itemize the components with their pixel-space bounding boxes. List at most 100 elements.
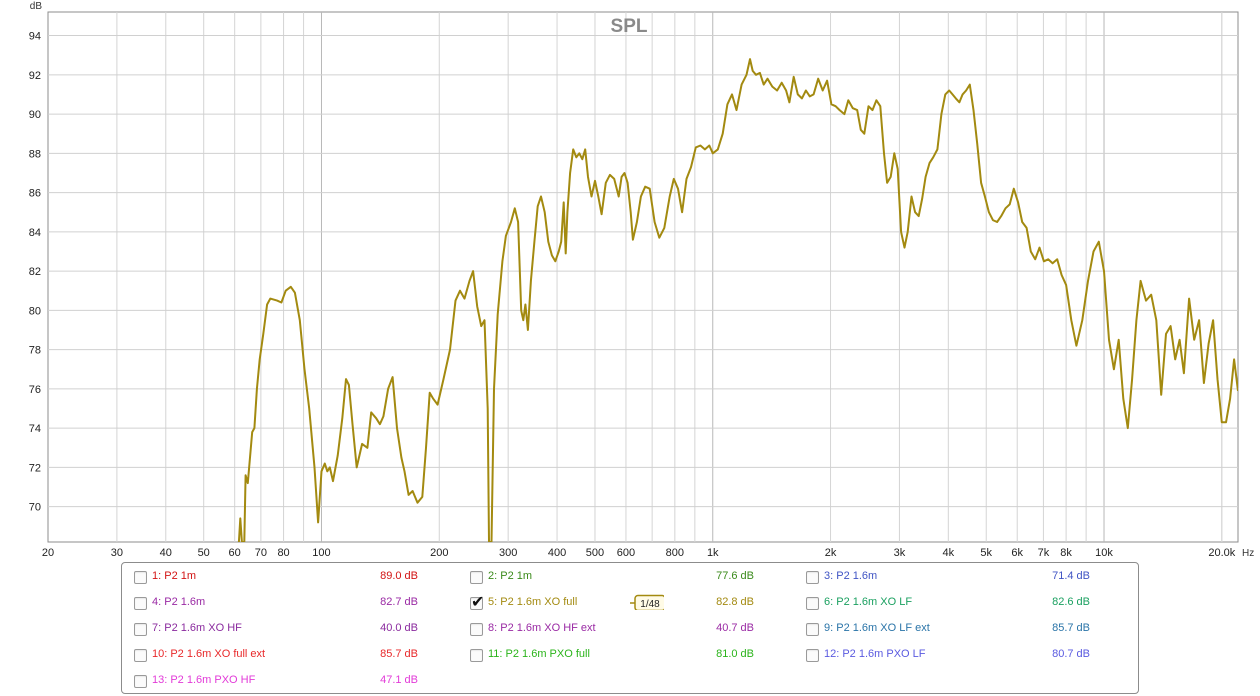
trace-level-value: 89.0 dB <box>380 570 418 582</box>
trace-level-value: 40.7 dB <box>716 622 754 634</box>
spl-trace-line[interactable] <box>237 58 1238 542</box>
trace-entry[interactable]: 1: P2 1m 89.0 dB <box>134 567 454 587</box>
x-axis-unit: Hz <box>1242 548 1254 559</box>
trace-name[interactable]: 5: P2 1.6m XO full <box>488 596 578 608</box>
trace-entry[interactable]: 13: P2 1.6m PXO HF 47.1 dB <box>134 671 454 691</box>
y-tick-label: 74 <box>29 423 41 435</box>
trace-checkbox[interactable]: ✔ <box>470 594 484 610</box>
trace-entry[interactable]: 4: P2 1.6m 82.7 dB <box>134 593 454 613</box>
x-tick-label: 10k <box>1095 547 1113 559</box>
x-tick-label: 20 <box>42 547 54 559</box>
x-tick-labels: 20 30 40 50 60 70 80 100 200 300 400 500 600 800 1k 2k 3… <box>42 547 1236 559</box>
trace-checkbox[interactable] <box>806 649 819 662</box>
y-tick-labels: 70 72 74 76 78 80 82 84 86 88 90 92 94 <box>29 31 41 514</box>
trace-level-value: 85.7 dB <box>380 648 418 660</box>
x-tick-label: 60 <box>229 547 241 559</box>
trace-entry[interactable]: 11: P2 1.6m PXO full 81.0 dB <box>470 645 790 665</box>
trace-entry[interactable]: 12: P2 1.6m PXO LF 80.7 dB <box>806 645 1126 665</box>
trace-legend-panel: 1: P2 1m 89.0 dB 2: P2 1m 77.6 dB 3: P2 1.6m… <box>121 562 1139 694</box>
trace-checkbox[interactable] <box>470 623 483 636</box>
trace-checkbox[interactable] <box>470 649 483 662</box>
y-axis-unit: dB <box>30 1 43 12</box>
x-tick-label: 100 <box>312 547 330 559</box>
trace-entry[interactable]: 10: P2 1.6m XO full ext 85.7 dB <box>134 645 454 665</box>
trace-name[interactable]: 9: P2 1.6m XO LF ext <box>824 622 930 634</box>
x-tick-label: 500 <box>586 547 604 559</box>
plot-area[interactable] <box>47 11 1239 543</box>
series-group <box>237 58 1238 542</box>
smoothing-box <box>634 594 664 610</box>
y-tick-label: 82 <box>29 266 41 278</box>
trace-entry[interactable]: 6: P2 1.6m XO LF 82.6 dB <box>806 593 1126 613</box>
trace-entry[interactable]: 9: P2 1.6m XO LF ext 85.7 dB <box>806 619 1126 639</box>
x-tick-label: 40 <box>160 547 172 559</box>
y-tick-label: 90 <box>29 109 41 121</box>
trace-checkbox[interactable] <box>134 649 147 662</box>
vertical-grid <box>116 12 1223 542</box>
trace-name[interactable]: 1: P2 1m <box>152 570 197 582</box>
trace-checkbox[interactable] <box>134 675 147 688</box>
x-tick-label: 8k <box>1060 547 1072 559</box>
x-tick-label: 600 <box>617 547 635 559</box>
trace-checkbox[interactable] <box>470 571 483 584</box>
trace-level-value: 82.7 dB <box>380 596 418 608</box>
smoothing-label: 1/48 <box>640 599 660 610</box>
x-tick-label: 5k <box>980 547 992 559</box>
trace-entry[interactable]: 7: P2 1.6m XO HF 40.0 dB <box>134 619 454 639</box>
trace-name[interactable]: 11: P2 1.6m PXO full <box>488 648 590 660</box>
trace-checkbox[interactable] <box>806 571 819 584</box>
trace-name[interactable]: 12: P2 1.6m PXO LF <box>824 648 926 660</box>
x-tick-label: 6k <box>1011 547 1023 559</box>
x-tick-label: 400 <box>548 547 566 559</box>
y-tick-label: 86 <box>29 188 41 200</box>
y-tick-label: 94 <box>29 31 41 43</box>
smoothing-indicator[interactable]: 1/48 <box>630 594 664 610</box>
trace-entry[interactable]: ✔ 5: P2 1.6m XO full 82.8 dB 1/48 <box>470 593 790 613</box>
x-tick-label: 800 <box>666 547 684 559</box>
trace-level-value: 82.8 dB <box>716 596 754 608</box>
trace-level-value: 80.7 dB <box>1052 648 1090 660</box>
trace-level-value: 71.4 dB <box>1052 570 1090 582</box>
trace-checkbox[interactable] <box>134 571 147 584</box>
x-tick-label: 70 <box>255 547 267 559</box>
trace-entry[interactable]: 8: P2 1.6m XO HF ext 40.7 dB <box>470 619 790 639</box>
trace-name[interactable]: 3: P2 1.6m <box>824 570 878 582</box>
y-tick-label: 78 <box>29 345 41 357</box>
trace-name[interactable]: 2: P2 1m <box>488 570 533 582</box>
trace-checkbox[interactable] <box>806 623 819 636</box>
trace-entry[interactable]: 2: P2 1m 77.6 dB <box>470 567 790 587</box>
trace-level-value: 40.0 dB <box>380 622 418 634</box>
x-tick-label: 80 <box>277 547 289 559</box>
trace-level-value: 81.0 dB <box>716 648 754 660</box>
y-tick-label: 76 <box>29 384 41 396</box>
trace-name[interactable]: 6: P2 1.6m XO LF <box>824 596 913 608</box>
x-tick-label: 200 <box>430 547 448 559</box>
trace-checkbox[interactable] <box>806 597 819 610</box>
y-tick-label: 80 <box>29 305 41 317</box>
y-tick-label: 70 <box>29 502 41 514</box>
x-tick-label: 7k <box>1038 547 1050 559</box>
x-tick-label: 20.0k <box>1208 547 1235 559</box>
trace-name[interactable]: 7: P2 1.6m XO HF <box>152 622 242 634</box>
trace-name[interactable]: 10: P2 1.6m XO full ext <box>152 648 266 660</box>
x-tick-label: 3k <box>894 547 906 559</box>
trace-level-value: 77.6 dB <box>716 570 754 582</box>
y-tick-label: 88 <box>29 148 41 160</box>
trace-name[interactable]: 8: P2 1.6m XO HF ext <box>488 622 596 634</box>
x-tick-label: 50 <box>198 547 210 559</box>
spl-plot[interactable]: 20 30 40 50 60 70 80 100 200 300 400 500 600 800 1k 2k 3… <box>0 0 1260 560</box>
x-tick-label: 4k <box>943 547 955 559</box>
y-tick-label: 92 <box>29 70 41 82</box>
y-tick-label: 84 <box>29 227 41 239</box>
trace-name[interactable]: 13: P2 1.6m PXO HF <box>152 674 256 686</box>
y-tick-label: 72 <box>29 462 41 474</box>
trace-entry[interactable]: 3: P2 1.6m 71.4 dB <box>806 567 1126 587</box>
trace-level-value: 47.1 dB <box>380 674 418 686</box>
x-tick-label: 1k <box>707 547 719 559</box>
trace-level-value: 85.7 dB <box>1052 622 1090 634</box>
x-tick-label: 300 <box>499 547 517 559</box>
trace-name[interactable]: 4: P2 1.6m <box>152 596 206 608</box>
trace-checkbox[interactable] <box>134 597 147 610</box>
x-tick-label: 30 <box>111 547 123 559</box>
trace-checkbox[interactable] <box>134 623 147 636</box>
